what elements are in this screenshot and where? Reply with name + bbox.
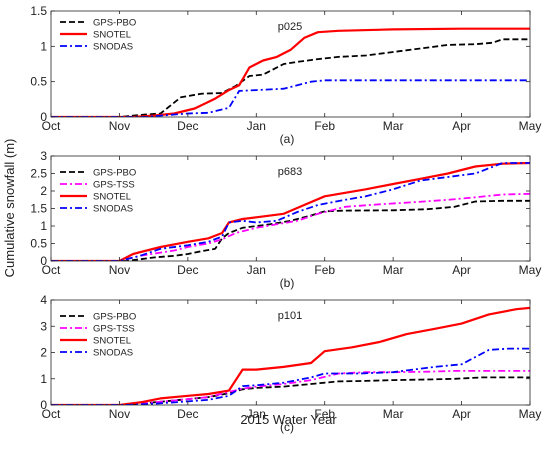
x-tick-label: Oct: [42, 407, 61, 421]
x-tick-label: May: [519, 263, 542, 277]
x-tick-label: May: [519, 119, 542, 133]
x-tick-label: Mar: [383, 407, 404, 421]
chart-panel-2: Oct Nov Dec Jan Feb Mar Apr May 0 0.5 1 1.5 2 2.5 3 p68…: [30, 149, 541, 290]
x-tick-label: Jan: [247, 119, 266, 133]
series-line-snotel: [51, 306, 530, 405]
legend-entry: SNOTEL: [93, 336, 131, 347]
legend-entry: SNODAS: [93, 204, 133, 215]
series-line-gps-tss: [51, 192, 530, 261]
y-tick-label: 4: [40, 293, 47, 307]
series-line-gps-pbo: [51, 38, 530, 117]
legend-entry: SNODAS: [93, 42, 133, 53]
x-tick-label: Apr: [452, 263, 471, 277]
y-tick-label: 2.5: [30, 167, 47, 181]
x-tick-label: Nov: [109, 263, 130, 277]
legend-entry: GPS-PBO: [93, 168, 136, 179]
legend-entry: GPS-PBO: [93, 312, 136, 323]
legend-entry: GPS-TSS: [93, 180, 135, 191]
series-line-snodas: [51, 79, 530, 117]
x-axis-label: 2015 Water Year: [240, 412, 337, 427]
x-tick-label: Mar: [383, 119, 404, 133]
y-tick-label: 0: [40, 110, 47, 124]
legend-entry: GPS-PBO: [93, 18, 136, 29]
x-tick-label: Nov: [109, 119, 130, 133]
legend-entry: GPS-TSS: [93, 324, 135, 335]
x-tick-label: Oct: [42, 263, 61, 277]
y-tick-label: 2: [40, 346, 47, 360]
x-tick-label: Feb: [314, 407, 335, 421]
chart-panel-1: Oct Nov Dec Jan Feb Mar Apr May 0 0.5 1 1.5 p025 (a) G…: [30, 4, 541, 146]
series-line-snodas: [51, 347, 530, 405]
legend-entry: SNOTEL: [93, 192, 131, 203]
legend-entry: SNODAS: [93, 348, 133, 359]
y-tick-label: 1: [40, 219, 47, 233]
legend-box: [55, 164, 160, 218]
x-tick-label: Dec: [177, 407, 198, 421]
y-tick-label: 0: [40, 398, 47, 412]
y-tick-label: 0.5: [30, 75, 47, 89]
chart-panel-3: Oct Nov Dec Jan Feb Mar Apr May 0 1 2 3 4 p101 (c) GPS-…: [40, 293, 541, 434]
series-line-gps-tss: [51, 369, 530, 405]
panel-title: p683: [278, 166, 302, 178]
panel-title: p101: [278, 310, 302, 322]
axes-box: [50, 10, 531, 118]
legend-box: [55, 308, 160, 362]
y-tick-label: 3: [40, 149, 47, 163]
x-tick-label: Mar: [383, 263, 404, 277]
x-tick-label: Nov: [109, 407, 130, 421]
y-tick-label: 1: [40, 372, 47, 386]
y-tick-label: 0: [40, 254, 47, 268]
x-tick-label: Jan: [247, 407, 266, 421]
panel-title: p025: [278, 21, 302, 33]
series-line-snotel: [51, 161, 530, 261]
x-tick-label: Feb: [314, 263, 335, 277]
y-tick-label: 3: [40, 319, 47, 333]
x-tick-label: Jan: [247, 263, 266, 277]
series-line-gps-pbo: [51, 199, 530, 261]
y-axis-label: Cumulative snowfall (m): [2, 139, 17, 278]
y-tick-label: 1.5: [30, 202, 47, 216]
y-tick-label: 0.5: [30, 237, 47, 251]
x-tick-label: Feb: [314, 119, 335, 133]
x-tick-label: Oct: [42, 119, 61, 133]
x-tick-label: Apr: [452, 407, 471, 421]
x-tick-label: Dec: [177, 263, 198, 277]
x-tick-label: Apr: [452, 119, 471, 133]
series-line-snotel: [51, 27, 530, 117]
panel-label: (a): [280, 132, 295, 146]
x-tick-label: Dec: [177, 119, 198, 133]
y-tick-label: 2: [40, 184, 47, 198]
panel-label: (b): [280, 276, 295, 290]
panel-label: (c): [280, 420, 294, 434]
legend-entry: SNOTEL: [93, 30, 131, 41]
y-tick-label: 1: [40, 39, 47, 53]
x-tick-label: May: [519, 407, 542, 421]
y-tick-label: 1.5: [30, 4, 47, 18]
series-line-snodas: [51, 162, 530, 261]
